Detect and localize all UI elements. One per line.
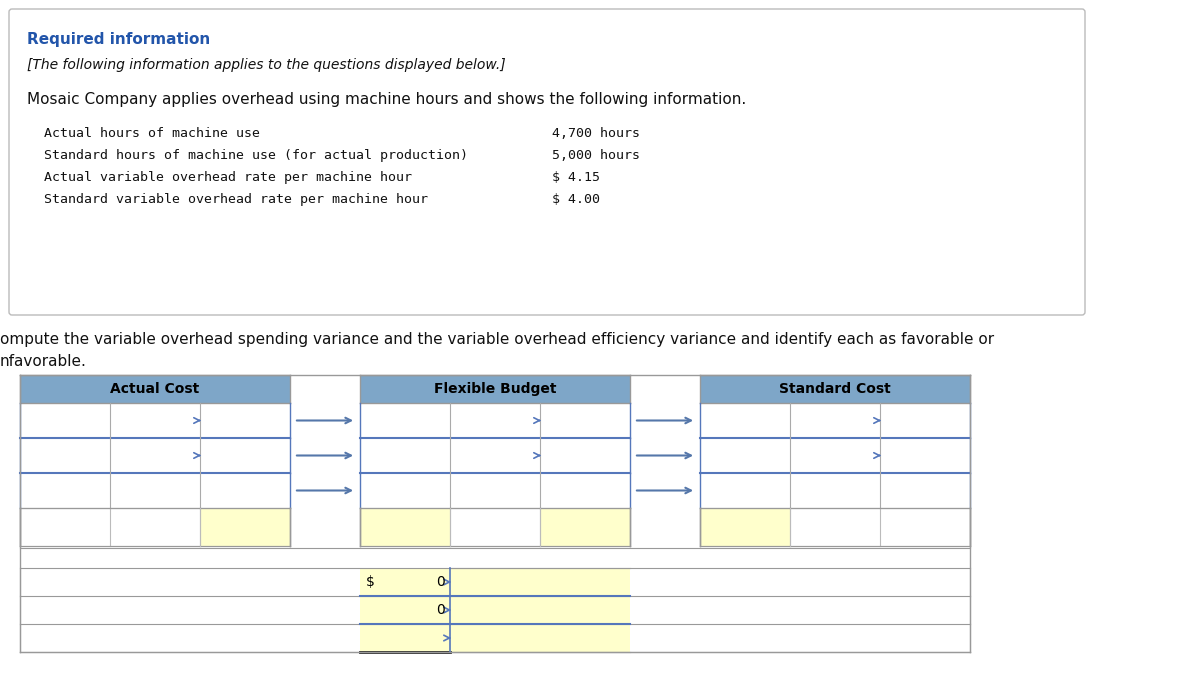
Text: [The following information applies to the questions displayed below.]: [The following information applies to th… [28, 58, 505, 72]
Text: 5,000 hours: 5,000 hours [552, 149, 640, 162]
Bar [360, 438, 630, 473]
Bar [700, 508, 790, 546]
Bar [20, 473, 290, 508]
Text: 0: 0 [437, 575, 445, 589]
Bar [360, 473, 630, 508]
Text: $ 4.15: $ 4.15 [552, 171, 600, 184]
Text: Actual variable overhead rate per machine hour: Actual variable overhead rate per machin… [44, 171, 412, 184]
Bar [450, 568, 630, 596]
Bar [360, 508, 630, 546]
FancyBboxPatch shape [10, 9, 1085, 315]
Text: ompute the variable overhead spending variance and the variable overhead efficie: ompute the variable overhead spending va… [0, 332, 994, 347]
Bar [450, 624, 630, 652]
Text: $: $ [366, 575, 374, 589]
Bar [450, 508, 540, 546]
Bar [200, 508, 290, 546]
Bar [700, 438, 970, 473]
Bar [20, 596, 970, 624]
Text: $ 4.00: $ 4.00 [552, 193, 600, 206]
Bar [540, 508, 630, 546]
Bar [360, 624, 450, 652]
Bar [360, 403, 630, 438]
Text: Standard variable overhead rate per machine hour: Standard variable overhead rate per mach… [44, 193, 428, 206]
Bar [20, 624, 970, 652]
Text: Actual Cost: Actual Cost [110, 382, 199, 396]
Text: Flexible Budget: Flexible Budget [433, 382, 557, 396]
Bar [700, 508, 970, 546]
Text: nfavorable.: nfavorable. [0, 354, 86, 369]
Text: Required information: Required information [28, 32, 210, 47]
Bar [20, 508, 290, 546]
Text: 4,700 hours: 4,700 hours [552, 127, 640, 140]
Bar [360, 568, 450, 596]
Text: Standard hours of machine use (for actual production): Standard hours of machine use (for actua… [44, 149, 468, 162]
Bar [790, 508, 970, 546]
Bar [20, 568, 970, 596]
Bar [700, 473, 970, 508]
Bar [20, 438, 290, 473]
Bar [700, 403, 970, 438]
Bar [20, 375, 290, 403]
Bar [20, 403, 290, 438]
Text: Actual hours of machine use: Actual hours of machine use [44, 127, 260, 140]
Bar [360, 596, 450, 624]
Text: Standard Cost: Standard Cost [779, 382, 890, 396]
Bar [700, 375, 970, 403]
Bar [360, 508, 450, 546]
Bar [360, 375, 630, 403]
Text: 0: 0 [437, 603, 445, 617]
Text: Mosaic Company applies overhead using machine hours and shows the following info: Mosaic Company applies overhead using ma… [28, 92, 746, 107]
Bar [450, 596, 630, 624]
Bar [20, 508, 200, 546]
